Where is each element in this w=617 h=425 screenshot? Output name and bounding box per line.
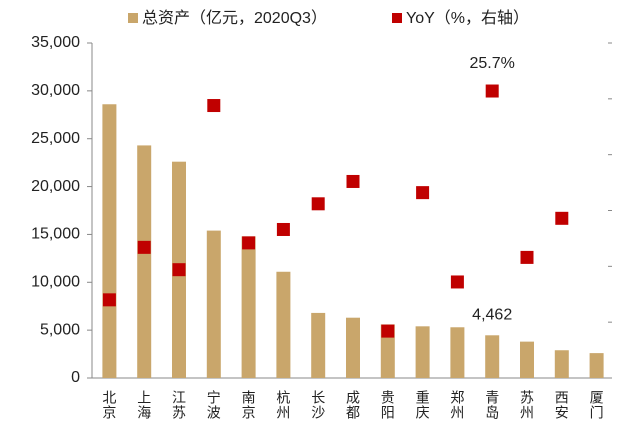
bar — [520, 341, 534, 378]
bar — [554, 350, 569, 378]
y-tick-label: 25,000 — [31, 130, 80, 147]
point — [276, 222, 290, 236]
point — [555, 211, 569, 225]
legend-label: YoY（%，右轴） — [406, 9, 529, 27]
bar — [276, 271, 291, 378]
x-tick-label: 宁波 — [206, 389, 222, 420]
legend-swatch — [392, 13, 402, 23]
y-tick-label: 15,000 — [31, 226, 80, 243]
y-tick-label: 0 — [71, 369, 80, 386]
x-tick-label: 杭州 — [275, 390, 291, 420]
bar — [415, 326, 430, 378]
point — [311, 197, 325, 211]
x-tick-label: 江苏 — [171, 390, 187, 420]
y-tick-label: 30,000 — [31, 82, 80, 99]
x-tick-label: 长沙 — [310, 390, 326, 420]
bar — [102, 104, 117, 378]
x-tick-label: 郑州 — [449, 390, 465, 420]
legend-label: 总资产（亿元，2020Q3） — [142, 9, 327, 27]
x-tick-label: 青岛 — [484, 390, 500, 420]
bar — [241, 236, 256, 378]
x-tick-label: 厦门 — [589, 390, 605, 420]
x-tick-label: 苏州 — [519, 390, 535, 420]
point — [485, 84, 499, 98]
x-tick-label: 成都 — [345, 390, 361, 420]
point-value-label: 25.7% — [470, 55, 515, 72]
x-tick-label: 南京 — [241, 390, 257, 420]
bar — [311, 312, 326, 378]
point — [242, 236, 256, 250]
point — [450, 275, 464, 289]
x-tick-label: 北京 — [101, 390, 117, 420]
y-tick-label: 10,000 — [31, 274, 80, 291]
bar — [346, 317, 360, 378]
point — [137, 240, 151, 254]
y-tick-label: 20,000 — [31, 178, 80, 195]
bar — [450, 327, 465, 378]
x-tick-label: 重庆 — [415, 390, 431, 420]
point — [520, 250, 534, 264]
y-tick-label: 35,000 — [31, 34, 80, 51]
point — [346, 174, 360, 188]
point — [207, 99, 221, 113]
y-tick-label: 5,000 — [40, 321, 80, 338]
bar — [380, 324, 395, 378]
x-tick-label: 上海 — [136, 390, 152, 420]
x-tick-label: 西安 — [554, 390, 570, 420]
bar — [206, 230, 221, 378]
point — [102, 293, 116, 307]
bar — [485, 335, 500, 378]
point — [416, 186, 430, 200]
legend-swatch — [128, 13, 138, 23]
bar — [137, 145, 152, 378]
point — [381, 324, 395, 338]
x-tick-label: 贵阳 — [380, 390, 396, 420]
bar — [589, 353, 604, 378]
point — [172, 263, 186, 277]
bar-value-label: 4,462 — [472, 307, 512, 324]
